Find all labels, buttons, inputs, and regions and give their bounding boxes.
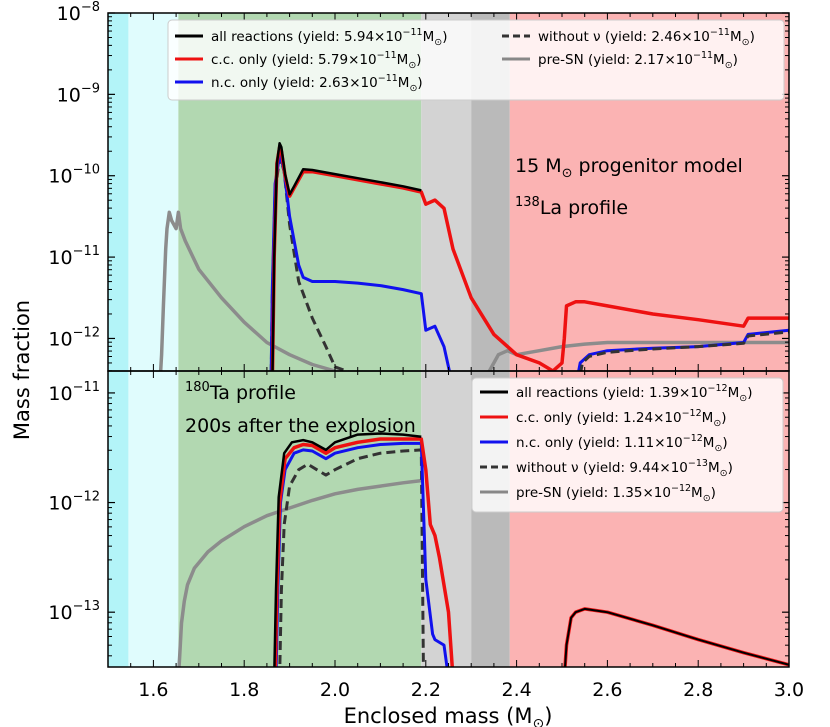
legend-label-top-4: pre-SN (yield: 2.17×10−11M⊙) [538, 50, 738, 71]
x-tick-label: 2.4 [501, 679, 531, 701]
y-tick-label: 10−9 [57, 81, 100, 106]
annotation-la-profile: 138La profile [515, 195, 628, 219]
cyan-band [108, 13, 129, 667]
annotation-ta-profile: 180Ta profile [185, 380, 296, 404]
x-axis-label: Enclosed mass (M⊙) [344, 704, 553, 727]
legend-label-bottom-0: all reactions (yield: 1.39×10−12M⊙) [516, 383, 753, 404]
x-tick-label: 2.6 [592, 679, 622, 701]
dark-gray-band [471, 13, 510, 667]
y-tick-label: 10−11 [48, 380, 100, 405]
series-bottom-all-reactions [273, 432, 422, 667]
legend-label-bottom-1: c.c. only (yield: 1.24×10−12M⊙) [516, 408, 727, 429]
legend-label-top-0: all reactions (yield: 5.94×10−11M⊙) [211, 27, 448, 48]
series-bottom-pre-sn [177, 478, 422, 667]
annotation-time: 200s after the explosion [185, 415, 416, 437]
legends: all reactions (yield: 5.94×10−11M⊙)c.c. … [167, 19, 785, 513]
series-bottom-without-nu [278, 448, 425, 667]
x-tick-label: 2.2 [411, 679, 441, 701]
pink-band [509, 13, 789, 667]
series-top-all-reactions [271, 141, 422, 371]
annotations: 15 M⊙ progenitor model 138La profile 180Ta… [185, 155, 743, 437]
x-tick-label: 2.0 [320, 679, 350, 701]
shaded-regions [108, 13, 789, 667]
top-panel-series [158, 141, 789, 371]
axis-labels: Enclosed mass (M⊙) Mass fraction [10, 300, 552, 727]
bottom-panel-series [177, 432, 789, 667]
y-axis-label: Mass fraction [10, 300, 34, 440]
y-tick-label: 10−8 [57, 0, 100, 25]
series-bottom-c-c-only [273, 437, 455, 667]
green-band [178, 13, 422, 667]
top-legend-box [167, 19, 785, 101]
x-tick-label: 1.8 [229, 679, 259, 701]
x-tick-label: 3.0 [774, 679, 804, 701]
legend-label-top-2: n.c. only (yield: 2.63×10−11M⊙) [211, 73, 423, 94]
light-cyan-band [128, 13, 179, 667]
annotation-progenitor: 15 M⊙ progenitor model [515, 155, 743, 181]
legend-label-top-3: without ν (yield: 2.46×10−11M⊙) [538, 27, 755, 48]
y-tick-label: 10−11 [48, 244, 100, 269]
axes: 10−12 10−11 10−10 10−9 10−8 10−13 10−12 10−11 1.… [48, 0, 804, 701]
y-tick-label: 10−12 [48, 325, 100, 350]
bottom-legend-box [471, 377, 784, 513]
legend-label-top-1: c.c. only (yield: 5.79×10−11M⊙) [211, 50, 422, 71]
series-bottom-all-reactions-outer [564, 607, 789, 667]
x-tick-label: 1.6 [138, 679, 168, 701]
legend-label-bottom-2: n.c. only (yield: 1.11×10−12M⊙) [516, 433, 728, 454]
y-tick-label: 10−13 [48, 599, 100, 624]
y-tick-label: 10−10 [48, 163, 100, 188]
legend-label-bottom-4: pre-SN (yield: 1.35×10−12M⊙) [516, 483, 716, 504]
legend-label-bottom-3: without ν (yield: 9.44×10−13M⊙) [516, 458, 733, 479]
light-gray-band [421, 13, 472, 667]
x-tick-label: 2.8 [683, 679, 713, 701]
series-top-without-nu-outer [579, 330, 789, 371]
y-tick-label: 10−12 [48, 490, 100, 515]
